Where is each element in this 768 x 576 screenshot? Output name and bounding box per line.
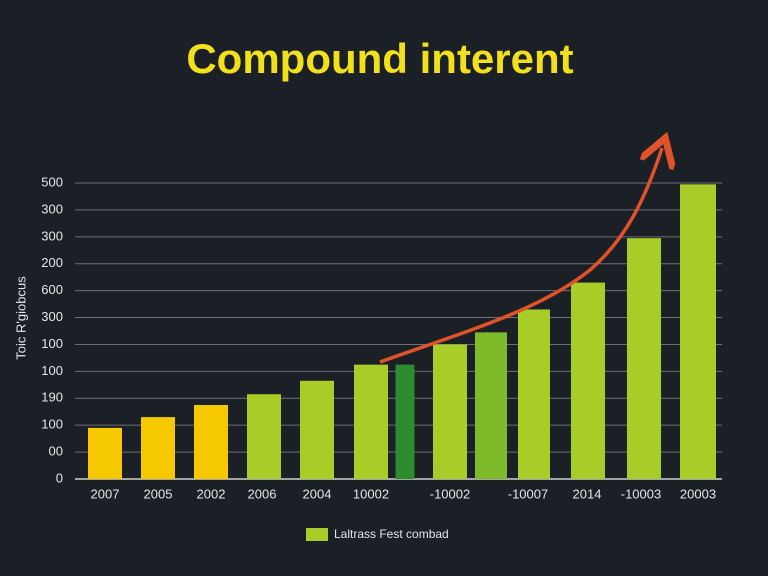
bar xyxy=(475,332,507,479)
x-tick-label: 2006 xyxy=(248,486,277,501)
x-tick-label: 20003 xyxy=(680,486,716,501)
y-tick-label: 100 xyxy=(41,336,63,351)
x-tick-label: 2007 xyxy=(91,486,120,501)
bar xyxy=(571,282,605,479)
bar xyxy=(518,309,550,479)
y-tick-label: 600 xyxy=(41,282,63,297)
y-tick-label: 100 xyxy=(41,417,63,432)
bar xyxy=(300,380,334,479)
x-tick-label: 2005 xyxy=(144,486,173,501)
bar xyxy=(627,238,661,479)
bar xyxy=(395,364,415,479)
x-tick-label: 2002 xyxy=(197,486,226,501)
y-tick-label: 00 xyxy=(49,444,63,459)
bar xyxy=(247,394,281,479)
x-tick-label: -10002 xyxy=(430,486,470,501)
x-tick-label: -10007 xyxy=(508,486,548,501)
x-tick-label: 10002 xyxy=(353,486,389,501)
bar xyxy=(433,344,467,479)
legend-label: Laltrass Fest combad xyxy=(334,527,449,541)
y-tick-label: 0 xyxy=(56,470,63,485)
x-tick-label: 2014 xyxy=(573,486,602,501)
chart-title: Compound interent xyxy=(186,35,573,82)
bar xyxy=(354,364,388,479)
y-axis-label: Toic R'giobcus xyxy=(13,276,28,360)
trend-arrow xyxy=(379,148,662,364)
bar xyxy=(194,405,228,479)
legend-swatch xyxy=(306,528,328,541)
bar xyxy=(88,427,122,479)
bar xyxy=(141,417,175,479)
bar xyxy=(680,184,716,479)
y-tick-label: 190 xyxy=(41,390,63,405)
x-tick-label: 2004 xyxy=(303,486,332,501)
y-tick-label: 200 xyxy=(41,255,63,270)
x-tick-label: -10003 xyxy=(621,486,661,501)
y-tick-label: 500 xyxy=(41,174,63,189)
y-tick-label: 100 xyxy=(41,363,63,378)
y-tick-label: 300 xyxy=(41,201,63,216)
y-tick-label: 300 xyxy=(41,228,63,243)
y-tick-label: 300 xyxy=(41,309,63,324)
